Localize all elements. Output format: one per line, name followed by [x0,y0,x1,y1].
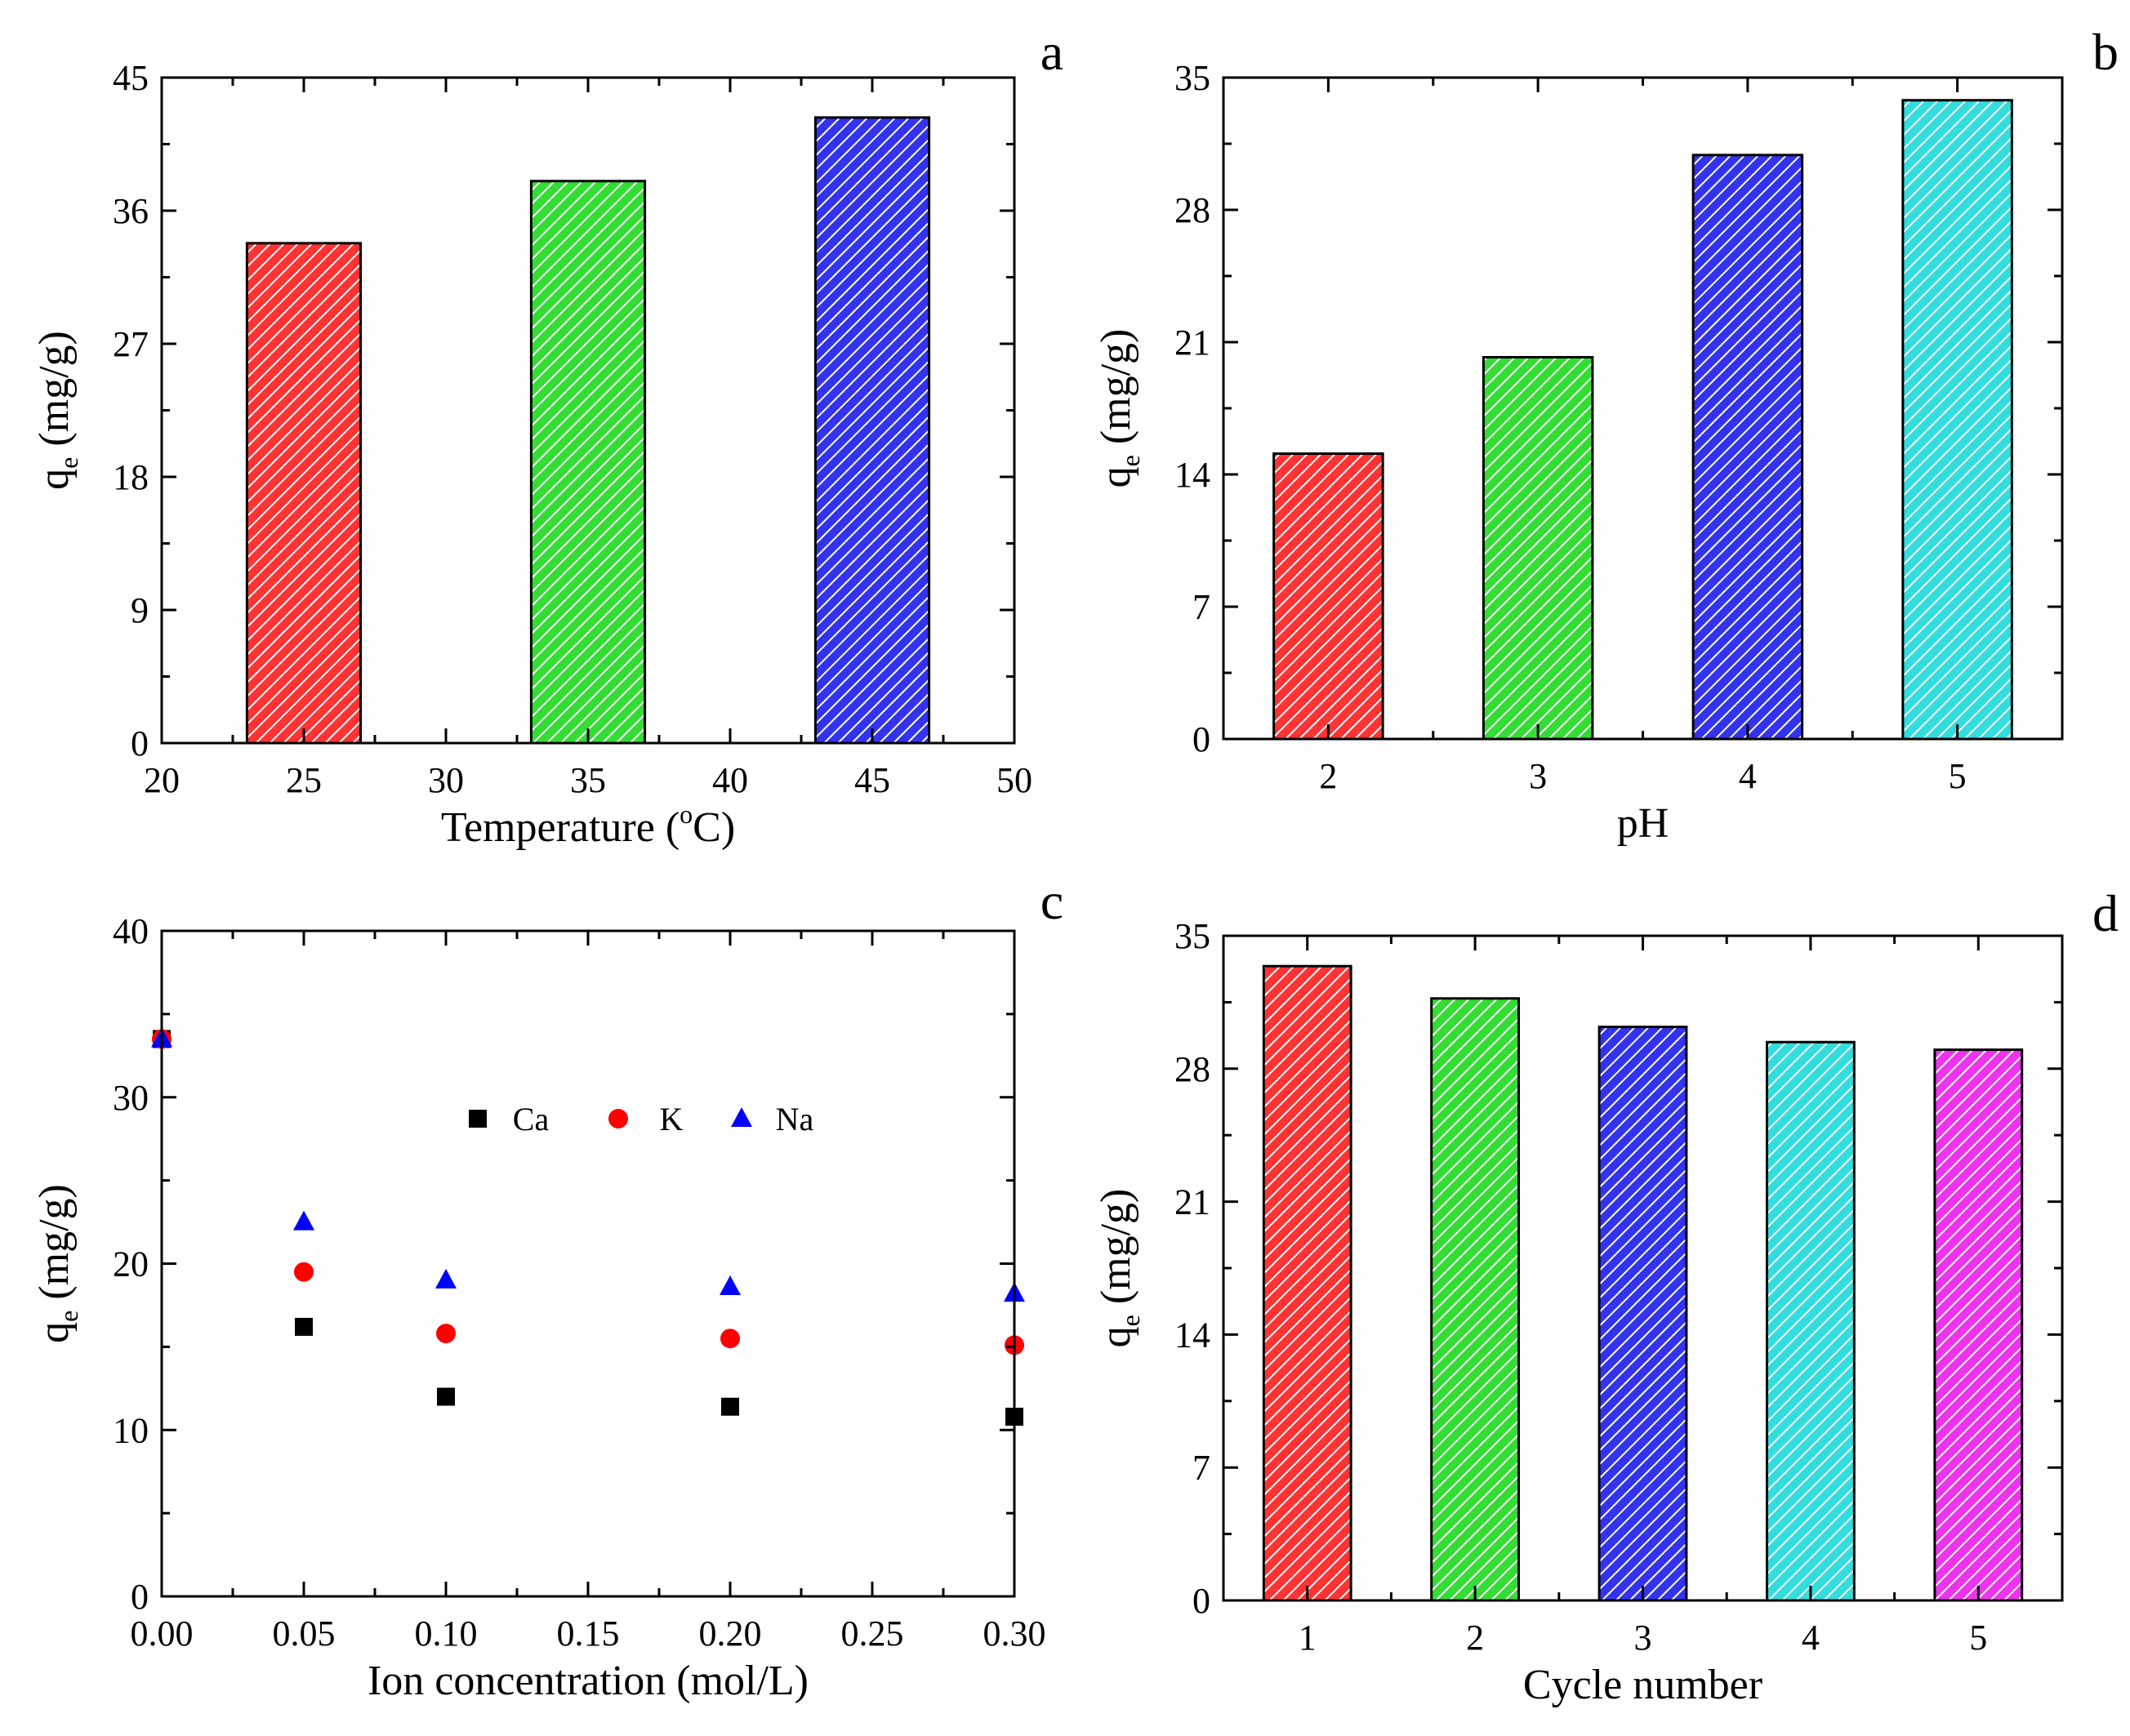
y-tick-label: 21 [1174,1182,1210,1222]
x-tick-label: 0.15 [557,1614,620,1654]
y-axis-label: qe (mg/g) [31,1184,83,1343]
y-tick-label: 14 [1174,1315,1210,1355]
panel-letter: d [2092,884,2119,942]
y-tick-label: 40 [113,911,149,951]
y-tick-label: 28 [1174,190,1210,230]
y-tick-label: 36 [113,191,149,231]
point-ca [437,1387,455,1406]
x-tick-label: 30 [428,760,464,800]
x-tick-label: 0.20 [699,1614,762,1654]
x-axis-label: pH [1617,800,1669,847]
x-tick-label: 0.30 [983,1614,1046,1654]
bar-1 [1262,964,1352,1602]
y-axis-label: qe (mg/g) [1093,329,1145,488]
x-tick-label: 2 [1466,1618,1484,1658]
y-tick-label: 7 [1192,587,1210,627]
y-tick-label: 10 [113,1410,149,1450]
y-tick-label: 9 [131,590,149,630]
bar-4 [1691,154,1804,741]
y-tick-label: 0 [131,723,149,763]
bar-25 [245,242,363,745]
legend-label-ca: Ca [513,1101,550,1137]
point-k [436,1324,456,1344]
x-tick-label: 0.00 [131,1614,194,1654]
point-k [720,1329,740,1349]
x-tick-label: 2 [1319,756,1337,796]
chart-panel-d: d 0 7 14 21 28 35 1 2 3 4 5 Cycle number qe (mg/g) [1093,884,2119,1708]
x-tick-label: 5 [1969,1618,1987,1658]
y-axis-label: qe (mg/g) [31,331,83,490]
y-tick-label: 14 [1174,455,1210,495]
y-tick-label: 35 [1174,916,1210,956]
x-tick-label: 35 [570,760,606,800]
legend-label-k: K [660,1101,684,1137]
y-tick-label: 21 [1174,323,1210,363]
bar-45 [813,116,931,745]
y-tick-label: 0 [1192,719,1210,759]
y-tick-label: 18 [113,457,149,497]
x-tick-label: 25 [286,760,322,800]
bar-2 [1272,452,1384,741]
x-tick-label: 4 [1802,1618,1820,1658]
x-tick-label: 3 [1529,756,1547,796]
bar-5 [1933,1048,2024,1602]
y-tick-label: 7 [1192,1448,1210,1488]
point-na [435,1268,457,1289]
chart-panel-b: b 0 7 14 21 28 35 2 3 4 5 pH qe (mg/g) [1093,23,2119,847]
x-tick-label: 4 [1739,756,1757,796]
bar-5 [1901,99,2013,741]
y-tick-label: 0 [131,1577,149,1617]
x-tick-label: 1 [1299,1618,1317,1658]
x-axis-label: Cycle number [1523,1662,1762,1708]
y-tick-label: 27 [113,324,149,364]
point-ca [295,1317,313,1336]
y-tick-label: 20 [113,1244,149,1284]
y-tick-label: 0 [1192,1581,1210,1621]
y-axis-label: qe (mg/g) [1093,1189,1145,1348]
x-tick-label: 0.10 [415,1614,478,1654]
y-tick-label: 35 [1174,58,1210,98]
y-tick-label: 45 [113,58,149,98]
x-tick-label: 0.05 [273,1614,336,1654]
x-tick-label: 3 [1634,1618,1652,1658]
bar-4 [1765,1040,1856,1602]
x-tick-label: 5 [1949,756,1967,796]
bar-3 [1598,1026,1688,1602]
x-tick-label: 50 [996,760,1032,800]
x-axis-label: Ion concentration (mol/L) [368,1658,809,1704]
plot-frame [160,929,1016,1598]
legend: Ca K Na [469,1101,814,1137]
point-ca [721,1397,739,1416]
point-k [294,1262,314,1282]
point-na [293,1210,314,1231]
x-tick-label: 45 [854,760,890,800]
legend-label-na: Na [776,1101,814,1137]
y-tick-label: 30 [113,1078,149,1118]
y-tick-label: 28 [1174,1049,1210,1089]
bar-35 [529,180,647,745]
legend-marker-k [608,1109,628,1128]
chart-panel-a: a 0 9 18 27 36 45 20 25 30 35 40 45 50 Temperature (oC… [31,23,1063,851]
legend-marker-na [731,1107,752,1127]
bar-3 [1482,356,1594,741]
legend-marker-ca [469,1110,487,1128]
x-tick-label: 20 [144,760,180,800]
x-tick-label: 40 [712,760,748,800]
bar-2 [1430,997,1521,1602]
x-tick-label: 0.25 [841,1614,904,1654]
x-axis-label: Temperature (oC) [441,799,735,851]
panel-letter: a [1040,23,1063,81]
panel-letter: c [1040,872,1063,930]
point-na [720,1275,741,1296]
chart-panel-c: c Ca K Na 0 10 20 30 40 0.00 0.05 0.10 0.15 0.20 0.25 0… [31,872,1063,1704]
panel-letter: b [2092,23,2119,81]
